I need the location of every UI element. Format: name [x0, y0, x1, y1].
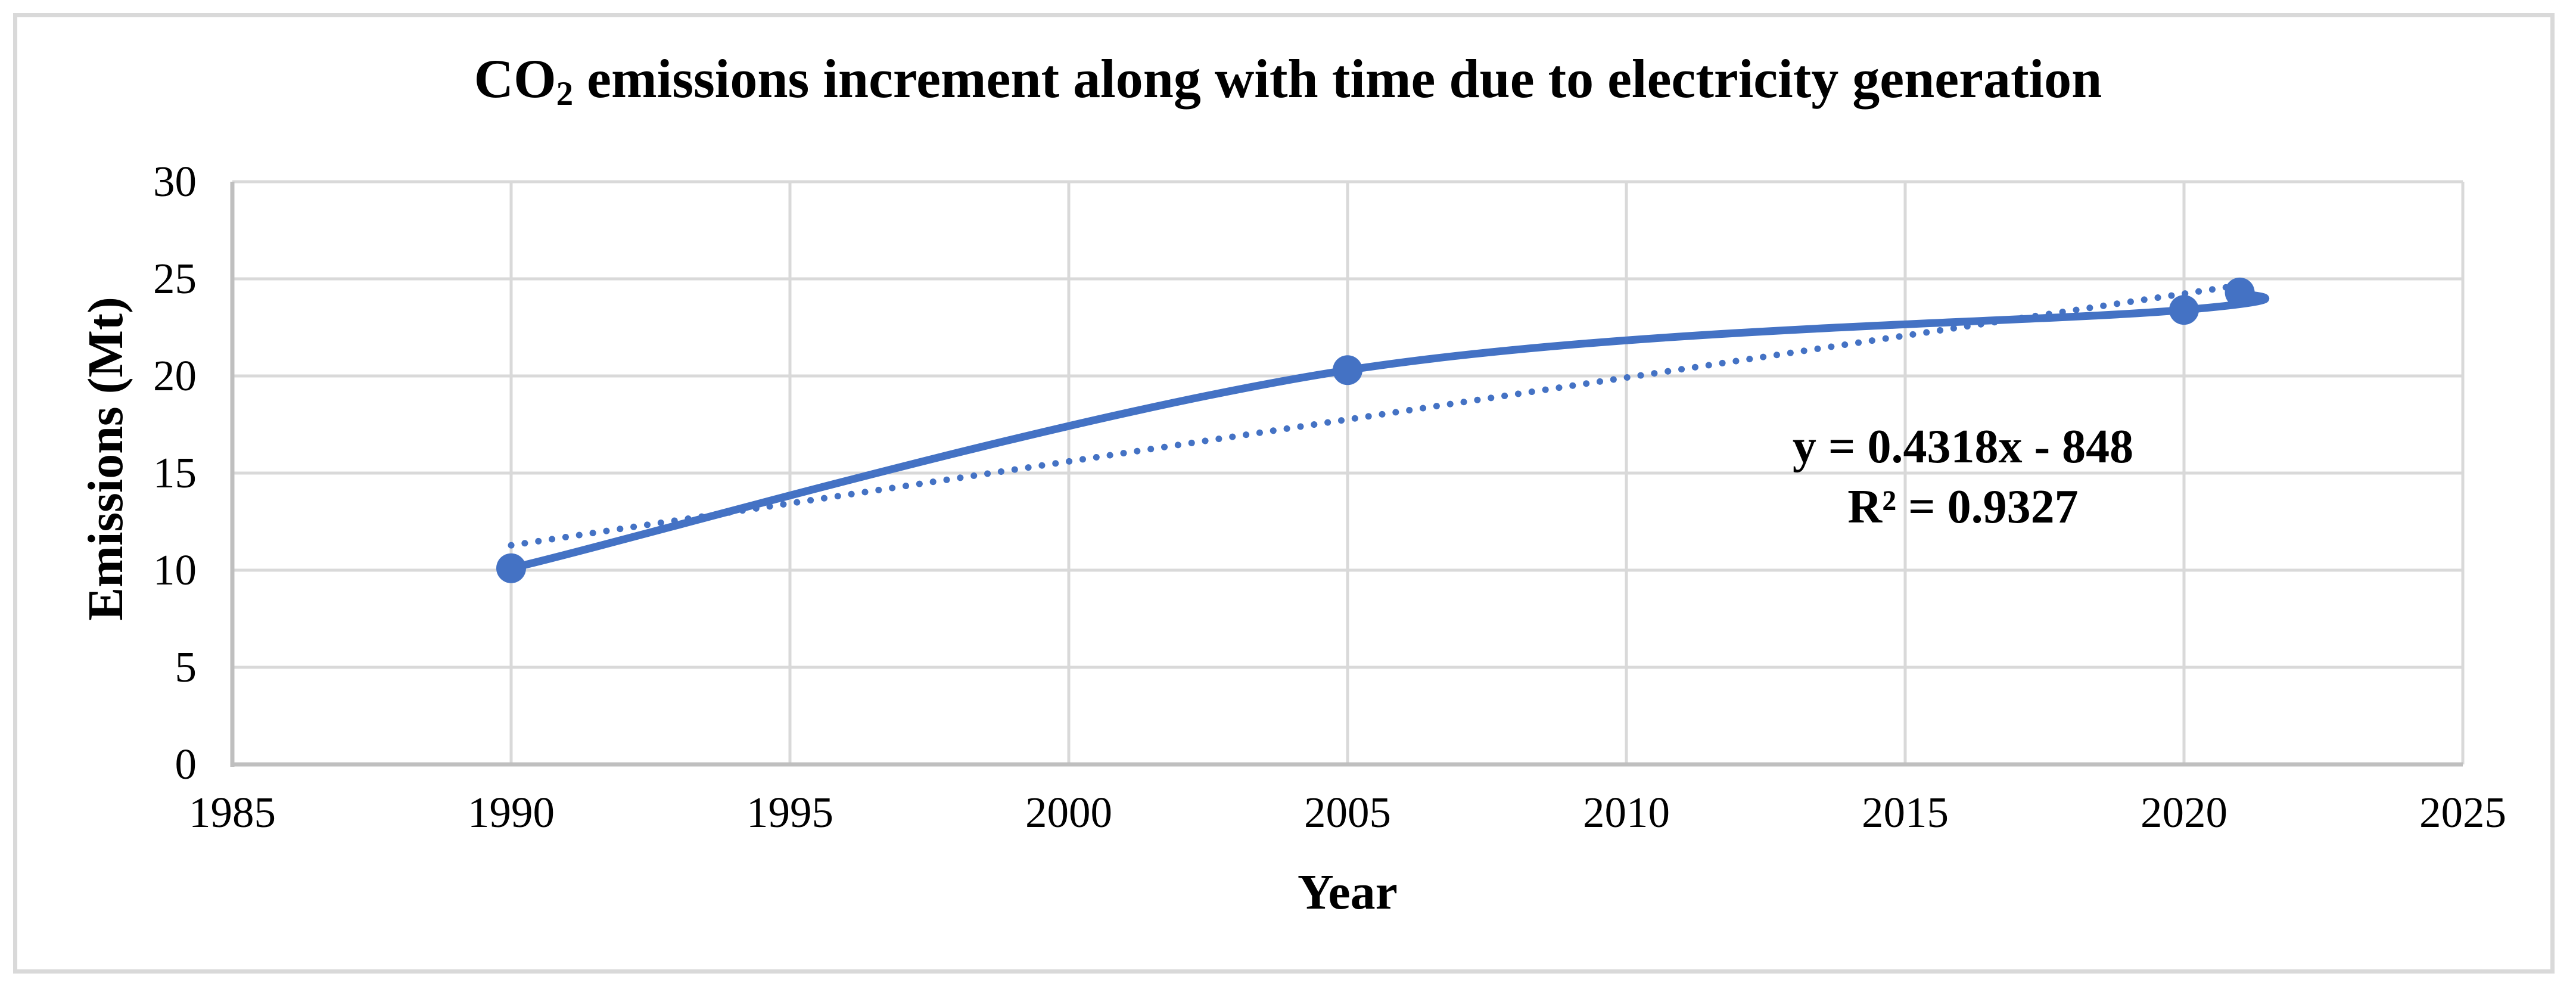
- x-tick-label: 1995: [746, 788, 833, 837]
- chart-title-subscript: 2: [556, 74, 574, 113]
- chart-title-rest: emissions increment along with time due …: [573, 48, 2102, 109]
- data-point-marker: [2225, 277, 2255, 307]
- trendline-equation-label: y = 0.4318x - 848 R² = 0.9327: [1606, 417, 2320, 537]
- chart-title-prefix: CO: [474, 48, 556, 109]
- data-point-marker: [2169, 295, 2199, 325]
- data-point-marker: [496, 553, 526, 583]
- x-tick-label: 2005: [1304, 788, 1391, 837]
- y-tick-label: 15: [153, 449, 197, 497]
- x-tick-label: 1990: [468, 788, 555, 837]
- chart-border-frame: [13, 13, 2555, 974]
- y-tick-label: 20: [153, 352, 197, 400]
- y-tick-label: 10: [153, 546, 197, 594]
- trendline-equation: y = 0.4318x - 848: [1792, 421, 2134, 473]
- x-tick-label: 2015: [1862, 788, 1949, 837]
- x-tick-label: 2025: [2419, 788, 2506, 837]
- x-tick-label: 2010: [1583, 788, 1670, 837]
- y-tick-label: 25: [153, 254, 197, 303]
- x-axis-title: Year: [1298, 865, 1398, 920]
- y-tick-label: 5: [175, 643, 197, 691]
- trendline-dotted: [508, 282, 2244, 549]
- trendline-r-squared: R² = 0.9327: [1847, 481, 2079, 533]
- x-tick-label: 2000: [1025, 788, 1112, 837]
- y-tick-label: 0: [175, 740, 197, 788]
- data-point-marker: [1333, 355, 1362, 385]
- y-tick-label: 30: [153, 157, 197, 206]
- x-tick-label: 2020: [2141, 788, 2227, 837]
- x-tick-label: 1985: [189, 788, 276, 837]
- chart-title: CO2 emissions increment along with time …: [0, 43, 2576, 114]
